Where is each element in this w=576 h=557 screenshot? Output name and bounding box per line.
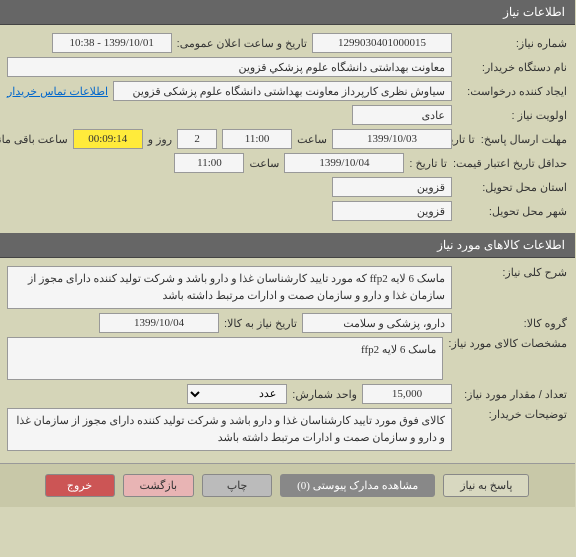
exit-button[interactable]: خروج	[46, 474, 116, 497]
section1-body: شماره نیاز: تاریخ و ساعت اعلان عمومی: نا…	[0, 25, 576, 233]
section1-header: اطلاعات نیاز	[0, 0, 576, 25]
days-remaining-input	[178, 129, 218, 149]
row-creator: ایجاد کننده درخواست: اطلاعات تماس خریدار	[8, 81, 568, 101]
delivery-city-input	[333, 201, 453, 221]
validity-date-input	[285, 153, 405, 173]
button-bar: پاسخ به نیاز مشاهده مدارک پیوستی (0) چاپ…	[0, 463, 576, 507]
row-request-number: شماره نیاز: تاریخ و ساعت اعلان عمومی:	[8, 33, 568, 53]
quantity-input	[363, 384, 453, 404]
date-per-item-label: تاریخ نیاز به کالا:	[225, 317, 298, 330]
back-button[interactable]: بازگشت	[124, 474, 196, 497]
row-delivery-state: استان محل تحویل:	[8, 177, 568, 197]
deadline-time-input	[223, 129, 293, 149]
creator-label: ایجاد کننده درخواست:	[458, 85, 568, 98]
delivery-state-input	[333, 177, 453, 197]
buyer-notes-input: کالای فوق مورد تایید کارشناسان غذا و دار…	[8, 408, 453, 451]
creator-input	[114, 81, 453, 101]
day-label: روز و	[149, 133, 173, 146]
contact-link[interactable]: اطلاعات تماس خریدار	[8, 85, 109, 98]
unit-select[interactable]: عدد	[188, 384, 288, 404]
request-number-label: شماره نیاز:	[458, 37, 568, 50]
public-date-label: تاریخ و ساعت اعلان عمومی:	[178, 37, 308, 50]
validity-hour-label: ساعت	[250, 157, 280, 170]
validity-label: حداقل تاریخ اعتبار قیمت: تا تاریخ :	[410, 157, 568, 170]
section1-title: اطلاعات نیاز	[504, 5, 566, 19]
attachments-button[interactable]: مشاهده مدارک پیوستی (0)	[281, 474, 436, 497]
row-delivery-city: شهر محل تحویل:	[8, 201, 568, 221]
row-quantity: تعداد / مقدار مورد نیاز: واحد شمارش: عدد	[8, 384, 568, 404]
request-number-input	[313, 33, 453, 53]
row-item-spec: مشخصات کالای مورد نیاز: ماسک 6 لایه ffp2	[8, 337, 568, 380]
row-deadline: مهلت ارسال پاسخ: تا تاریخ : ساعت روز و س…	[8, 129, 568, 149]
buyer-name-label: نام دستگاه خریدار:	[458, 61, 568, 74]
remaining-label: ساعت باقی مانده	[0, 133, 69, 146]
category-input	[303, 313, 453, 333]
item-spec-input: ماسک 6 لایه ffp2	[8, 337, 444, 380]
buyer-notes-label: توضیحات خریدار:	[458, 408, 568, 421]
general-desc-input: ماسک 6 لایه ffp2 که مورد تایید کارشناسان…	[8, 266, 453, 309]
respond-button[interactable]: پاسخ به نیاز	[444, 474, 530, 497]
row-buyer-notes: توضیحات خریدار: کالای فوق مورد تایید کار…	[8, 408, 568, 451]
validity-time-input	[175, 153, 245, 173]
row-general-desc: شرح کلی نیاز: ماسک 6 لایه ffp2 که مورد ت…	[8, 266, 568, 309]
general-desc-label: شرح کلی نیاز:	[458, 266, 568, 279]
row-category: گروه کالا: تاریخ نیاز به کالا:	[8, 313, 568, 333]
time-remaining-input	[74, 129, 144, 149]
priority-label: اولویت نیاز :	[458, 109, 568, 122]
priority-input	[353, 105, 453, 125]
item-spec-label: مشخصات کالای مورد نیاز:	[449, 337, 568, 350]
public-date-input	[53, 33, 173, 53]
deadline-hour-label: ساعت	[298, 133, 328, 146]
section2-header: اطلاعات کالاهای مورد نیاز	[0, 233, 576, 258]
row-validity: حداقل تاریخ اعتبار قیمت: تا تاریخ : ساعت	[8, 153, 568, 173]
delivery-city-label: شهر محل تحویل:	[458, 205, 568, 218]
deadline-date-input	[333, 129, 453, 149]
quantity-label: تعداد / مقدار مورد نیاز:	[458, 388, 568, 401]
delivery-state-label: استان محل تحویل:	[458, 181, 568, 194]
date-per-item-input	[100, 313, 220, 333]
deadline-label: مهلت ارسال پاسخ: تا تاریخ :	[458, 133, 568, 146]
print-button[interactable]: چاپ	[203, 474, 273, 497]
section2-body: شرح کلی نیاز: ماسک 6 لایه ffp2 که مورد ت…	[0, 258, 576, 463]
row-priority: اولویت نیاز :	[8, 105, 568, 125]
category-label: گروه کالا:	[458, 317, 568, 330]
row-buyer-name: نام دستگاه خریدار:	[8, 57, 568, 77]
unit-label: واحد شمارش:	[293, 388, 358, 401]
section2-title: اطلاعات کالاهای مورد نیاز	[438, 238, 566, 252]
buyer-name-input	[8, 57, 453, 77]
